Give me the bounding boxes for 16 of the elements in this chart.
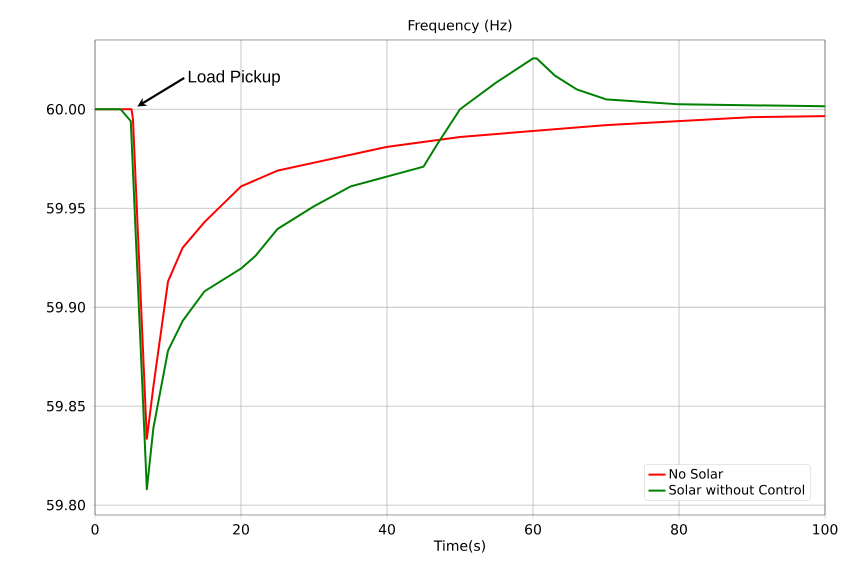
y-tick-label: 59.95 bbox=[47, 202, 85, 214]
annotation: Load Pickup bbox=[188, 70, 280, 86]
y-tick-label: 59.85 bbox=[47, 400, 85, 412]
x-tick-label: 0 bbox=[91, 524, 99, 535]
x-tick-label: 80 bbox=[671, 524, 687, 535]
legend-label: No Solar bbox=[670, 468, 724, 479]
x-tick-label: 20 bbox=[233, 524, 249, 535]
x-tick-label: 100 bbox=[813, 524, 838, 535]
y-tick-label: 59.90 bbox=[47, 302, 85, 312]
x-tick-label: 60 bbox=[525, 524, 541, 535]
x-tick-label: 40 bbox=[378, 524, 395, 535]
y-tick-label: 59.80 bbox=[47, 500, 85, 510]
y-tick-label: 60.00 bbox=[46, 104, 85, 115]
chart-title: Frequency (Hz) bbox=[408, 20, 512, 34]
x-axis-title: Time(s) bbox=[434, 540, 485, 553]
legend-label: Solar without Control bbox=[669, 484, 804, 495]
